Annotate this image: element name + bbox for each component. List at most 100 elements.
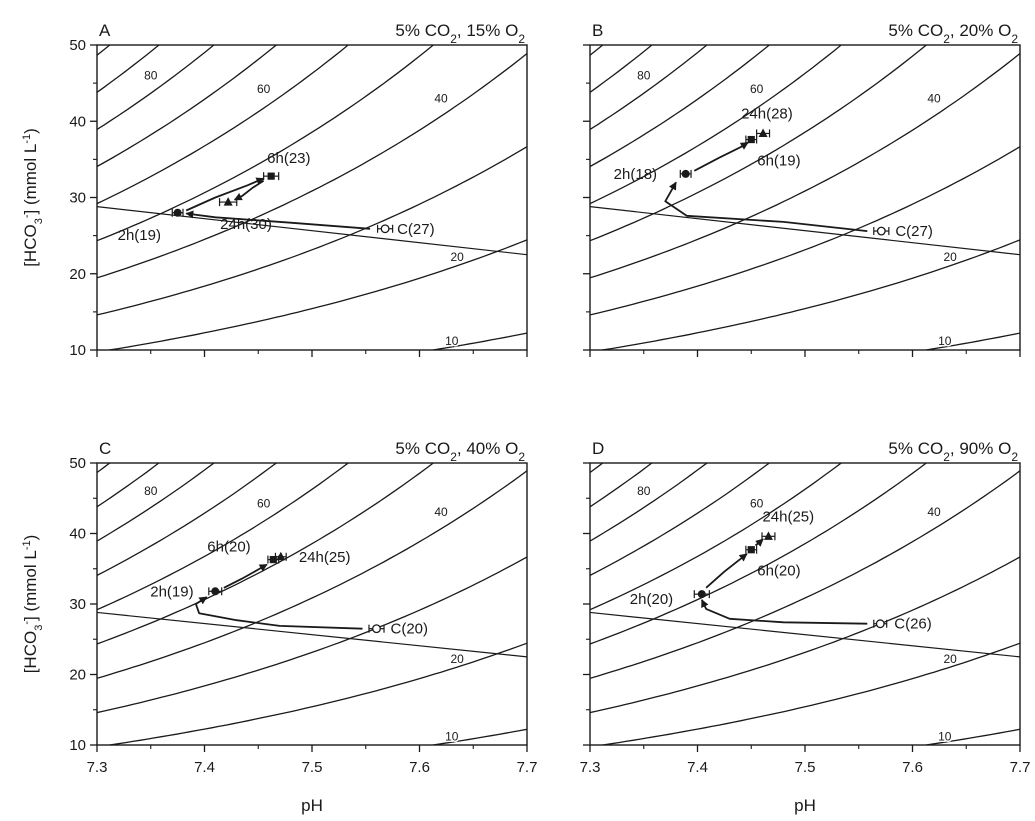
panel-b: 10 20 40 60 80 C(27) 2h(18) 6h(19) 24h(28) B 5% CO… bbox=[583, 21, 1021, 357]
point-label: 6h(20) bbox=[207, 539, 250, 556]
isopleth-pco2-20 bbox=[105, 239, 527, 350]
isopleth-label-10: 10 bbox=[445, 334, 459, 348]
isopleth-label-60: 60 bbox=[257, 496, 271, 510]
isopleth-pco2-60 bbox=[590, 463, 843, 611]
y-axis-title: [HCO3-] (mmol L-1) bbox=[21, 128, 45, 267]
isopleth-pco2-50 bbox=[97, 463, 435, 645]
trajectory-arrow bbox=[693, 141, 749, 172]
isopleth-label-80: 80 bbox=[637, 484, 651, 498]
plot-frame bbox=[589, 44, 1021, 351]
point-label: 6h(19) bbox=[757, 153, 800, 170]
isopleth-curves bbox=[590, 463, 1020, 745]
point-label: C(20) bbox=[391, 621, 429, 638]
trajectory-arrow bbox=[705, 553, 748, 589]
isopleth-pco2-40 bbox=[97, 470, 527, 679]
x-tick-label: 7.5 bbox=[795, 759, 816, 776]
x-axis-title: pH bbox=[301, 796, 323, 815]
data-point-2h bbox=[681, 169, 690, 178]
isopleth-pco2-80 bbox=[97, 463, 216, 542]
isopleth-label-20: 20 bbox=[943, 652, 957, 666]
isopleth-pco2-70 bbox=[97, 45, 278, 168]
data-point-control bbox=[372, 624, 381, 634]
point-label: 24h(25) bbox=[299, 549, 351, 566]
trajectory-arrow bbox=[185, 210, 371, 230]
trajectory-arrow bbox=[233, 179, 265, 201]
isopleth-pco2-10 bbox=[428, 728, 527, 745]
y-tick-label: 10 bbox=[69, 737, 86, 754]
isopleth-curves bbox=[97, 463, 527, 745]
panel-title: 5% CO2, 90% O2 bbox=[888, 439, 1018, 464]
data-point-2h bbox=[697, 590, 706, 599]
panel-title: 5% CO2, 20% O2 bbox=[888, 21, 1018, 46]
isopleth-label-10: 10 bbox=[938, 729, 952, 743]
y-tick-label: 10 bbox=[69, 342, 86, 359]
point-label: 6h(23) bbox=[267, 150, 310, 167]
y-tick-label: 40 bbox=[69, 113, 86, 130]
data-point-24h bbox=[763, 531, 773, 540]
isopleth-pco2-100 bbox=[97, 463, 111, 474]
point-label: 24h(30) bbox=[220, 216, 272, 233]
point-label: 24h(25) bbox=[762, 508, 814, 525]
panel-letter: A bbox=[99, 21, 111, 40]
isopleth-label-10: 10 bbox=[445, 729, 459, 743]
isopleth-pco2-80 bbox=[590, 45, 708, 130]
isopleth-pco2-10 bbox=[429, 332, 527, 350]
isopleth-label-80: 80 bbox=[144, 69, 158, 83]
isopleth-pco2-30 bbox=[590, 556, 1020, 714]
x-tick-label: 7.7 bbox=[517, 759, 538, 776]
isopleth-pco2-100 bbox=[590, 463, 604, 474]
point-label: 2h(18) bbox=[614, 166, 657, 183]
panel-letter: D bbox=[592, 439, 604, 458]
isopleth-pco2-30 bbox=[97, 146, 527, 316]
isopleth-pco2-10 bbox=[922, 332, 1020, 350]
point-label: C(27) bbox=[895, 223, 933, 240]
isopleth-label-40: 40 bbox=[434, 505, 448, 519]
point-label: 2h(20) bbox=[630, 591, 673, 608]
isopleth-label-20: 20 bbox=[943, 250, 957, 264]
point-label: 6h(20) bbox=[757, 563, 800, 580]
isopleth-pco2-70 bbox=[590, 45, 771, 168]
isopleth-pco2-50 bbox=[97, 45, 435, 242]
isopleth-label-80: 80 bbox=[144, 484, 158, 498]
trajectory-arrow bbox=[700, 599, 868, 625]
buffer-line bbox=[96, 206, 528, 256]
isopleth-label-40: 40 bbox=[927, 505, 941, 519]
data-point-control bbox=[875, 619, 885, 629]
x-tick-label: 7.3 bbox=[580, 759, 601, 776]
panel-c: 10 20 40 60 80 7.3 7.4 7.5 7.6 7.7 10 20 30 40 50 C(20)… bbox=[21, 439, 538, 815]
isopleth-pco2-80 bbox=[97, 45, 215, 130]
panel-title: 5% CO2, 40% O2 bbox=[395, 439, 525, 464]
isopleth-pco2-50 bbox=[590, 463, 928, 645]
isopleth-pco2-20 bbox=[598, 642, 1020, 745]
isopleth-pco2-50 bbox=[590, 45, 928, 242]
panel-letter: C bbox=[99, 439, 111, 458]
data-point-2h bbox=[211, 587, 220, 596]
buffer-line bbox=[96, 611, 528, 658]
y-tick-label: 30 bbox=[69, 190, 86, 207]
data-point-24h bbox=[276, 551, 286, 561]
y-tick-label: 30 bbox=[69, 596, 86, 613]
data-point-6h bbox=[269, 555, 277, 564]
point-label: 2h(19) bbox=[150, 583, 193, 600]
data-point-6h bbox=[747, 135, 755, 144]
isopleth-curves bbox=[97, 45, 527, 350]
isopleth-curves bbox=[590, 45, 1020, 350]
data-point-24h bbox=[223, 197, 233, 206]
isopleth-pco2-40 bbox=[590, 52, 1020, 279]
x-tick-label: 7.4 bbox=[687, 759, 708, 776]
point-label: C(27) bbox=[397, 221, 435, 238]
isopleth-label-20: 20 bbox=[450, 250, 464, 264]
isopleth-pco2-20 bbox=[598, 239, 1020, 350]
x-tick-label: 7.5 bbox=[302, 759, 323, 776]
y-tick-label: 50 bbox=[69, 455, 86, 472]
y-tick-label: 40 bbox=[69, 526, 86, 543]
isopleth-pco2-90 bbox=[590, 45, 653, 93]
isopleth-pco2-40 bbox=[97, 52, 527, 279]
plot-frame bbox=[96, 462, 528, 746]
trajectory-arrow bbox=[185, 177, 265, 212]
x-tick-label: 7.6 bbox=[902, 759, 923, 776]
isopleth-pco2-90 bbox=[97, 463, 160, 508]
isopleth-label-80: 80 bbox=[637, 69, 651, 83]
isopleth-pco2-70 bbox=[97, 463, 278, 576]
isopleth-label-60: 60 bbox=[257, 82, 271, 96]
